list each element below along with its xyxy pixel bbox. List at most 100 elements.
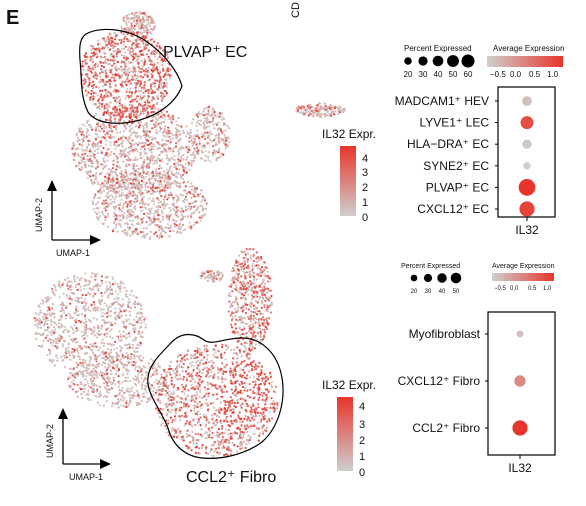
umap-cell — [151, 189, 154, 192]
umap-cell — [169, 191, 172, 194]
umap-cell — [89, 320, 92, 323]
umap-cell — [146, 158, 149, 161]
umap-cell — [158, 192, 161, 195]
umap-cell — [156, 389, 159, 392]
umap-cell — [119, 83, 122, 86]
umap-cell — [169, 141, 172, 144]
umap-cell — [114, 99, 117, 102]
umap-cell — [84, 166, 87, 169]
umap-cell — [77, 164, 80, 167]
umap-cell — [44, 322, 47, 325]
umap-cell — [121, 305, 124, 308]
umap-cell — [103, 302, 106, 305]
umap-cell — [98, 300, 101, 303]
umap-cell — [139, 142, 143, 145]
umap-cell — [145, 182, 148, 185]
umap-cell — [176, 231, 179, 234]
umap-cell — [49, 296, 52, 299]
umap-cell — [125, 163, 128, 166]
umap-cell — [115, 125, 118, 128]
umap-cell — [182, 153, 185, 157]
umap-cell — [99, 89, 102, 92]
umap-cell — [94, 71, 97, 74]
umap-cell — [59, 286, 62, 289]
umap-cell — [85, 375, 88, 378]
umap-cell — [307, 110, 310, 113]
umap-cell — [174, 225, 177, 228]
umap-cell — [105, 276, 108, 279]
umap-cell — [104, 185, 107, 188]
umap-cell — [126, 221, 129, 224]
umap-cell — [173, 155, 176, 158]
umap-cell — [152, 390, 155, 393]
umap-cell — [181, 370, 184, 373]
umap-cell — [121, 104, 124, 107]
umap-cell — [39, 302, 42, 305]
umap-cell — [270, 386, 274, 389]
umap-cell — [159, 54, 162, 57]
umap-cell — [123, 16, 126, 19]
umap-cell — [61, 344, 64, 347]
umap-cell — [184, 162, 187, 165]
umap-cell — [97, 152, 100, 155]
umap-cell — [131, 107, 134, 110]
umap-cell — [85, 172, 89, 175]
umap-cell — [156, 157, 159, 160]
umap-cell — [161, 97, 164, 100]
umap-cell — [114, 340, 117, 343]
umap-cell — [149, 28, 153, 31]
umap-cell — [134, 125, 137, 128]
umap-cell — [84, 294, 88, 297]
umap-cell — [164, 71, 167, 74]
umap-cell — [93, 157, 96, 160]
umap-cell — [92, 92, 95, 95]
top-color-legend-ticks: −0.5 0.0 0.5 1.0 — [490, 70, 559, 79]
umap-cell — [84, 55, 87, 59]
umap-cell — [94, 193, 97, 196]
umap-cell — [110, 387, 113, 390]
umap-cell — [149, 230, 152, 233]
umap-cell — [194, 139, 197, 142]
umap-cell — [114, 322, 117, 325]
umap-cell — [128, 30, 131, 33]
umap-cell — [125, 196, 128, 199]
umap-cell — [96, 272, 99, 275]
umap-cell — [132, 190, 135, 193]
umap-cell — [44, 336, 47, 340]
umap-cell — [84, 272, 87, 275]
umap-cell — [126, 205, 129, 208]
umap-cell — [210, 426, 213, 429]
umap-cell — [58, 325, 61, 328]
umap-cell — [134, 66, 137, 69]
umap-cell — [112, 376, 115, 380]
umap-cell — [109, 292, 112, 295]
umap-cell — [62, 309, 65, 312]
umap-cell — [122, 113, 125, 116]
umap-cell — [115, 351, 118, 354]
umap-cell — [125, 29, 129, 32]
umap-cell — [95, 113, 98, 116]
umap-cell — [84, 324, 87, 327]
umap-cell — [213, 149, 216, 152]
umap-cell — [136, 131, 139, 135]
umap-cell — [162, 60, 165, 63]
umap-cell — [92, 364, 96, 367]
umap-cell — [118, 68, 121, 71]
umap-cell — [120, 176, 123, 179]
umap-cell — [110, 169, 113, 172]
umap-cell — [237, 364, 240, 367]
umap-cell — [147, 66, 150, 69]
umap-cell — [217, 127, 220, 131]
umap-cell — [190, 216, 193, 219]
umap-cell — [128, 228, 131, 231]
umap-cell — [125, 234, 128, 237]
umap-cell — [92, 54, 95, 58]
umap-cell — [121, 356, 124, 359]
umap-cell — [156, 88, 159, 91]
umap-cell — [166, 67, 169, 70]
umap-cell — [165, 91, 168, 95]
umap-cell — [202, 121, 205, 124]
umap-cell — [238, 411, 241, 414]
umap-cell — [87, 382, 90, 385]
umap-cell — [53, 364, 56, 367]
